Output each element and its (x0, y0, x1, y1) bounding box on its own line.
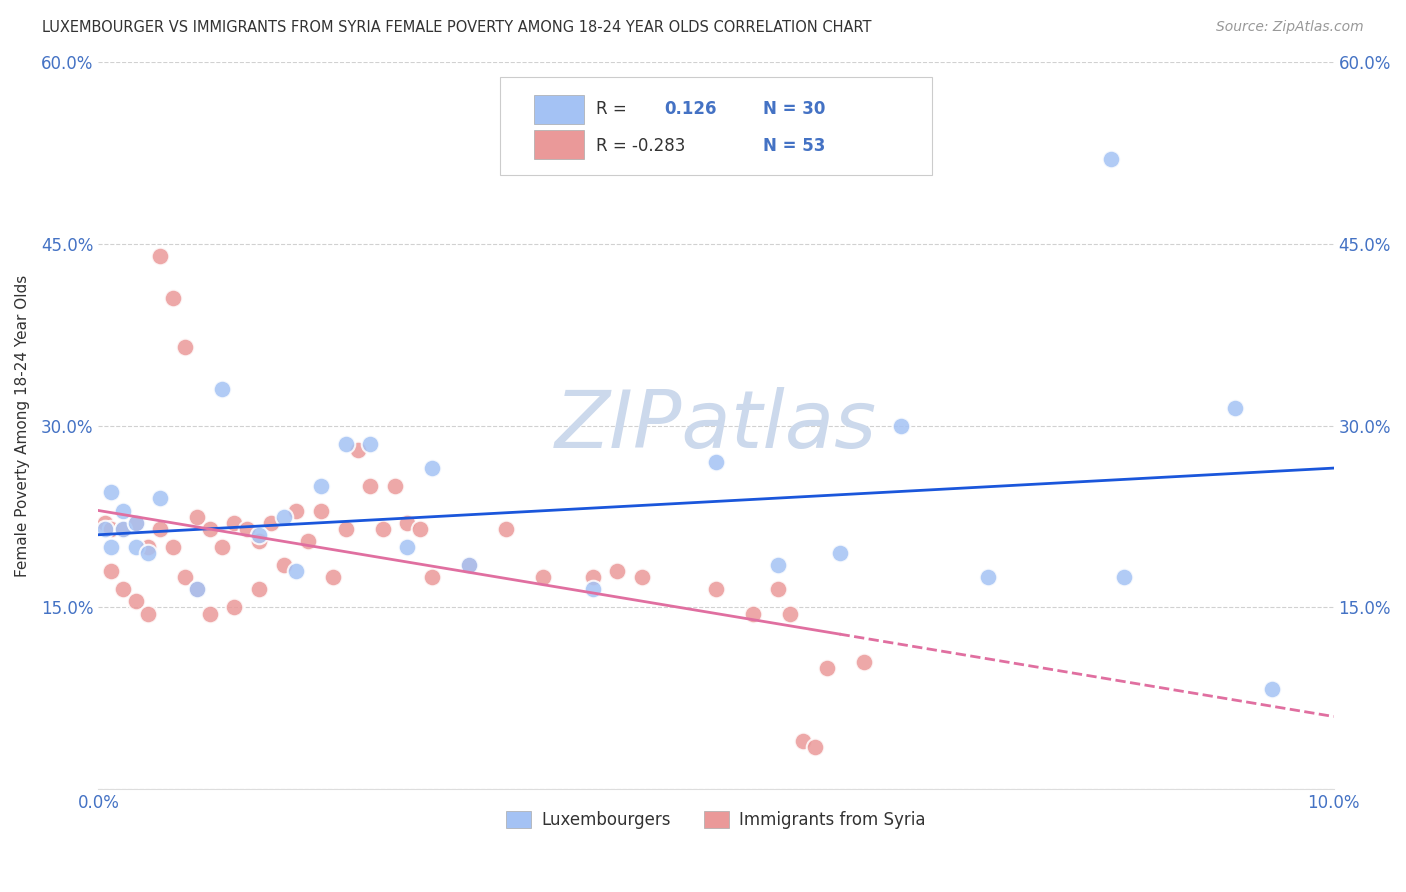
Point (766, 582, 789, 597)
Point (581, 570, 603, 584)
Legend: Luxembourgers, Immigrants from Syria: Luxembourgers, Immigrants from Syria (499, 804, 932, 836)
Point (890, 418, 912, 433)
Point (112, 503, 135, 517)
Point (631, 570, 654, 584)
Point (1112, 570, 1135, 584)
Point (606, 564, 628, 578)
FancyBboxPatch shape (534, 95, 583, 124)
Point (186, 582, 208, 597)
Point (186, 509, 208, 524)
FancyBboxPatch shape (534, 129, 583, 159)
Point (384, 479, 406, 493)
Point (792, 733, 814, 747)
Point (458, 558, 481, 572)
Point (149, 491, 172, 506)
Point (815, 661, 838, 675)
Point (174, 570, 197, 584)
Point (93, 522, 115, 536)
FancyBboxPatch shape (501, 77, 932, 175)
Point (396, 516, 419, 530)
Point (853, 655, 876, 669)
Text: N = 53: N = 53 (763, 136, 825, 154)
Text: LUXEMBOURGER VS IMMIGRANTS FROM SYRIA FEMALE POVERTY AMONG 18-24 YEAR OLDS CORRE: LUXEMBOURGER VS IMMIGRANTS FROM SYRIA FE… (42, 20, 872, 35)
Point (396, 540, 419, 554)
Point (93, 516, 115, 530)
Text: R =: R = (596, 101, 633, 119)
Text: 0.126: 0.126 (664, 101, 717, 119)
Point (124, 516, 146, 530)
Point (531, 570, 554, 584)
Point (100, 522, 122, 536)
Point (359, 479, 381, 493)
Point (247, 533, 270, 548)
Point (136, 607, 159, 621)
Point (136, 540, 159, 554)
Point (285, 503, 308, 517)
Point (211, 382, 233, 396)
Point (420, 461, 443, 475)
Point (359, 437, 381, 451)
Point (112, 582, 135, 597)
Point (149, 522, 172, 536)
Point (1223, 401, 1246, 415)
Point (1261, 681, 1284, 696)
Text: Source: ZipAtlas.com: Source: ZipAtlas.com (1216, 20, 1364, 34)
Point (162, 292, 184, 306)
Point (174, 340, 197, 354)
Point (235, 522, 257, 536)
Point (828, 546, 851, 560)
Point (198, 607, 221, 621)
Point (112, 522, 135, 536)
Point (335, 437, 357, 451)
Point (335, 522, 357, 536)
Point (285, 564, 308, 578)
Point (211, 540, 233, 554)
Text: N = 30: N = 30 (763, 101, 825, 119)
Point (100, 564, 122, 578)
Point (322, 570, 344, 584)
Point (766, 558, 789, 572)
Point (408, 522, 430, 536)
Point (124, 516, 146, 530)
Point (186, 582, 208, 597)
Point (149, 249, 172, 263)
Point (124, 594, 146, 608)
Point (297, 533, 319, 548)
Point (309, 479, 332, 493)
Point (136, 546, 159, 560)
Point (704, 582, 727, 597)
Point (247, 582, 270, 597)
Point (224, 516, 246, 530)
Point (347, 442, 370, 457)
Point (1099, 152, 1122, 166)
Point (224, 600, 246, 615)
Y-axis label: Female Poverty Among 18-24 Year Olds: Female Poverty Among 18-24 Year Olds (15, 275, 30, 577)
Point (162, 540, 184, 554)
Point (112, 522, 135, 536)
Point (779, 607, 801, 621)
Point (704, 455, 727, 469)
Point (581, 582, 603, 597)
Point (273, 509, 295, 524)
Point (100, 540, 122, 554)
Point (273, 558, 295, 572)
Point (420, 570, 443, 584)
Point (804, 739, 827, 754)
Point (742, 607, 765, 621)
Point (247, 527, 270, 541)
Text: ZIPatlas: ZIPatlas (555, 386, 877, 465)
Point (495, 522, 517, 536)
Point (100, 485, 122, 500)
Point (977, 570, 1000, 584)
Point (260, 516, 283, 530)
Point (198, 522, 221, 536)
Point (371, 522, 394, 536)
Point (458, 558, 481, 572)
Point (124, 540, 146, 554)
Text: R = -0.283: R = -0.283 (596, 136, 686, 154)
Point (309, 503, 332, 517)
